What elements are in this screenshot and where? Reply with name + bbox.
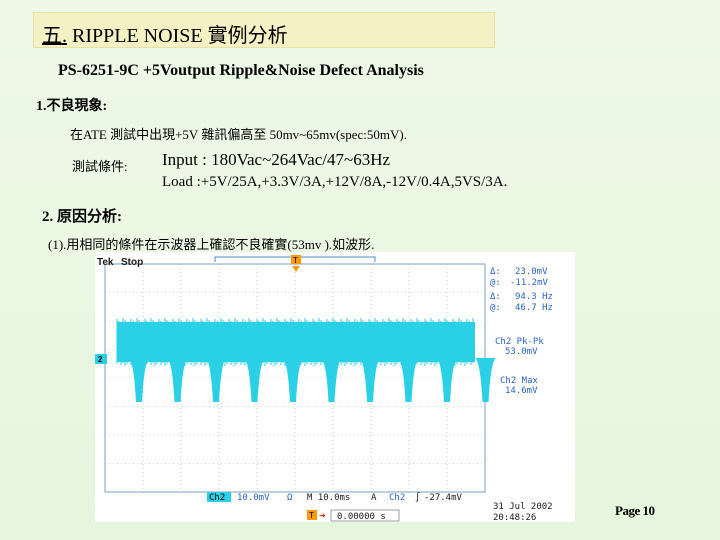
slide-title: 五. RIPPLE NOISE 實例分析 bbox=[42, 19, 288, 48]
oscilloscope-screenshot: Tek Stop T 2 Δ: 23.0mV @: -11.2mV Δ: 94.… bbox=[95, 252, 575, 523]
trigger-position-value: 0.00000 s bbox=[337, 512, 386, 522]
ripple-spike bbox=[283, 358, 303, 402]
max-label: Ch2 Max bbox=[500, 376, 539, 386]
trigger-position-marker bbox=[307, 510, 317, 520]
ripple-spike bbox=[129, 358, 149, 402]
oscilloscope-display: Tek Stop T 2 Δ: 23.0mV @: -11.2mV Δ: 94.… bbox=[95, 255, 553, 523]
cursor-at-value: -11.2mV bbox=[510, 278, 549, 288]
ripple-spike bbox=[244, 358, 265, 402]
conditions-input: Input : 180Vac~264Vac/47~63Hz bbox=[162, 150, 391, 169]
channel-badge: Ch2 bbox=[209, 493, 225, 503]
channel2-marker bbox=[95, 354, 107, 364]
channel-badge-bg bbox=[207, 492, 231, 502]
ripple-spike bbox=[206, 358, 226, 402]
ripple-spike bbox=[398, 358, 419, 402]
svg-text:T: T bbox=[293, 256, 298, 265]
channel-coupling: Ω bbox=[287, 493, 293, 503]
pkpk-label: Ch2 Pk-Pk bbox=[495, 337, 544, 347]
conditions-load: Load :+5V/25A,+3.3V/3A,+12V/8A,-12V/0.4A… bbox=[162, 174, 508, 190]
section1-text: 在ATE 測試中出現+5V 雜訊偏高至 50mv~65mv(spec:50mV)… bbox=[70, 127, 407, 142]
trigger-level: -27.4mV bbox=[424, 493, 463, 503]
trigger-position-arrow-icon: ➜ bbox=[319, 511, 326, 520]
ripple-spike bbox=[437, 358, 457, 402]
max-value: 14.6mV bbox=[505, 386, 538, 396]
trigger-position-box bbox=[330, 509, 400, 522]
trigger-slope-icon: ∫ bbox=[415, 492, 420, 503]
trigger-mode: A bbox=[371, 493, 377, 503]
trigger-channel: Ch2 bbox=[389, 493, 405, 503]
section2-heading: 2. 原因分析: bbox=[42, 209, 122, 225]
pkpk-value: 53.0mV bbox=[505, 347, 538, 357]
page-number: Page 10 bbox=[615, 503, 655, 518]
cursor-delta-label: Δ: bbox=[490, 267, 501, 277]
ripple-spike bbox=[475, 358, 496, 402]
trigger-position-label: T bbox=[309, 511, 314, 520]
title-number: 五. bbox=[42, 25, 67, 47]
ripple-spike bbox=[167, 358, 188, 402]
title-bar: 五. RIPPLE NOISE 實例分析 bbox=[33, 12, 495, 48]
freq-at-label: @: bbox=[490, 303, 501, 313]
channel-scale: 10.0mV bbox=[237, 493, 270, 503]
timebase: M 10.0ms bbox=[307, 493, 350, 503]
ripple-spike bbox=[360, 358, 380, 402]
scope-date: 31 Jul 2002 bbox=[493, 502, 553, 512]
trigger-marker-icon: T bbox=[291, 255, 301, 272]
title-text: RIPPLE NOISE 實例分析 bbox=[72, 25, 288, 47]
section1-heading: 1.不良現象: bbox=[36, 99, 108, 114]
ripple-waveform bbox=[116, 318, 496, 402]
scope-time: 20:48:26 bbox=[493, 513, 536, 522]
freq-delta-value: 94.3 Hz bbox=[515, 292, 553, 302]
section2-text: (1).用相同的條件在示波器上確認不良確實(53mv ).如波形. bbox=[48, 237, 375, 252]
scope-brand: Tek bbox=[97, 257, 114, 268]
scope-state: Stop bbox=[121, 257, 143, 268]
cursor-delta-value: 23.0mV bbox=[515, 267, 548, 277]
freq-delta-label: Δ: bbox=[490, 292, 501, 302]
freq-at-value: 46.7 Hz bbox=[515, 303, 553, 313]
slide-subtitle: PS-6251-9C +5Voutput Ripple&Noise Defect… bbox=[58, 62, 424, 79]
conditions-label: 測試條件: bbox=[72, 159, 128, 174]
ripple-spike bbox=[321, 358, 342, 402]
channel-marker-label: 2 bbox=[98, 355, 103, 364]
cursor-at-label: @: bbox=[490, 278, 501, 288]
